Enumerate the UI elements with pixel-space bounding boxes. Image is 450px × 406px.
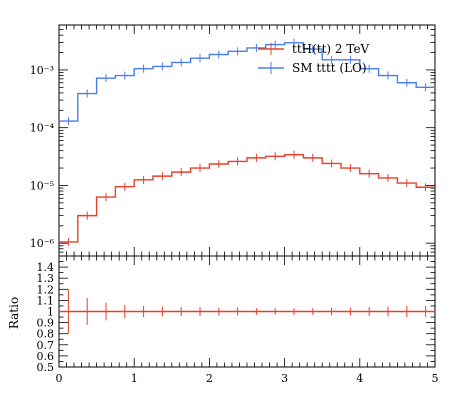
y-tick-label: 10⁻³: [30, 64, 54, 77]
ratio-y-tick-label: 0.5: [37, 361, 55, 374]
ratio-y-axis-label: Ratio: [7, 297, 21, 329]
ratio-y-tick-label: 0.9: [37, 317, 55, 330]
ratio-y-tick-label: 1.2: [37, 283, 55, 296]
main-plot-frame: [58, 24, 436, 257]
ratio-y-tick-label: 1.3: [37, 272, 55, 285]
y-tick-label: 10⁻⁶: [30, 237, 55, 250]
legend-label: ttH(tt) 2 TeV: [292, 42, 370, 56]
x-tick-label: 4: [356, 372, 363, 385]
ratio-y-tick-label: 0.8: [37, 328, 55, 341]
x-tick-label: 1: [131, 372, 138, 385]
series-1-histogram: [59, 42, 435, 122]
series-0-histogram: [59, 154, 435, 243]
ratio-y-tick-label: 0.7: [37, 339, 55, 352]
x-tick-label: 2: [206, 372, 213, 385]
main-panel: 10⁻⁶ 10⁻⁵ 10⁻⁴ 10⁻³ ttH(tt) 2 TeV SM tttt (LO…: [30, 24, 436, 257]
x-tick-label: 5: [432, 372, 439, 385]
ratio-y-tick-label: 1.1: [37, 294, 55, 307]
ratio-y-tick-label: 0.6: [37, 350, 55, 363]
x-tick-label: 3: [281, 372, 288, 385]
ratio-y-tick-label: 1.4: [37, 261, 55, 274]
ratio-y-tick-label: 1: [47, 306, 54, 319]
y-tick-label: 10⁻⁵: [30, 179, 54, 192]
y-tick-label: 10⁻⁴: [30, 122, 55, 135]
x-tick-label: 0: [56, 372, 63, 385]
ratio-panel: 0.50.60.70.80.911.11.21.31.40 1 2 3 4 5: [37, 255, 439, 385]
legend-label: SM tttt (LO): [292, 61, 367, 75]
